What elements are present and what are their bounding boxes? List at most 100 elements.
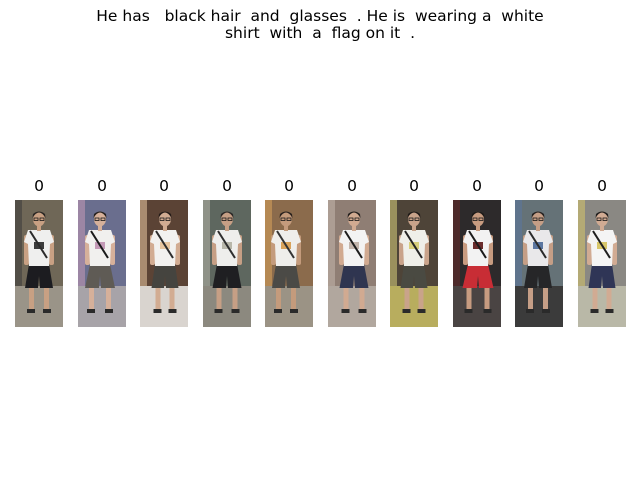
pedestrian-hair xyxy=(279,211,293,218)
glasses-right-lens xyxy=(354,217,360,221)
bag-strap xyxy=(404,230,423,259)
pedestrian-hair xyxy=(407,211,421,218)
pedestrian-hair xyxy=(158,211,172,218)
pedestrian-left-leg xyxy=(29,280,34,310)
photo-side-detail xyxy=(15,200,22,286)
pedestrian-image xyxy=(578,200,626,327)
glasses-right-lens xyxy=(538,217,544,221)
pedestrian-left-shoe xyxy=(341,309,350,313)
photo-floor xyxy=(515,286,563,327)
pedestrian-head xyxy=(532,211,544,227)
pedestrian-left-leg xyxy=(592,280,598,310)
pedestrian-neck xyxy=(284,225,288,231)
pedestrian-right-shoe xyxy=(290,309,298,313)
pedestrian-left-shoe xyxy=(402,309,411,313)
pedestrian-right-shoe xyxy=(542,309,550,313)
pedestrian-right-shoe xyxy=(605,309,614,313)
pedestrian-right-shoe xyxy=(43,309,51,313)
result-score-label: 0 xyxy=(472,177,482,195)
bag-strap xyxy=(90,230,109,259)
photo-side-detail xyxy=(203,200,210,286)
pedestrian-shorts xyxy=(462,264,494,288)
glasses-left-lens xyxy=(94,217,100,221)
pedestrian-shorts xyxy=(25,264,53,288)
pedestrian-left-leg xyxy=(404,280,410,310)
pedestrian-neck xyxy=(476,225,480,231)
pedestrian-image xyxy=(515,200,563,327)
pedestrian-neck xyxy=(352,225,356,231)
pedestrian-left-shoe xyxy=(153,309,162,313)
photo-floor xyxy=(578,286,626,327)
photo-floor xyxy=(140,286,188,327)
bag-strap xyxy=(528,230,547,259)
glasses-right-lens xyxy=(165,217,171,221)
pedestrian-neck xyxy=(600,225,604,231)
pedestrian-left-leg xyxy=(343,280,349,310)
pedestrian-right-leg xyxy=(359,280,365,310)
result-score-label: 0 xyxy=(347,177,357,195)
pedestrian-left-shoe xyxy=(87,309,95,313)
pedestrian-image xyxy=(203,200,251,327)
photo-floor xyxy=(328,286,376,327)
pedestrian-right-shoe xyxy=(483,309,492,313)
pedestrian-right-leg xyxy=(169,280,175,310)
bag-strap xyxy=(344,230,363,259)
pedestrian-head xyxy=(280,211,292,227)
pedestrian-hair xyxy=(32,211,46,218)
pedestrian-image xyxy=(390,200,438,327)
query-line-1: He has black hair and glasses . He is we… xyxy=(96,7,544,25)
pedestrian-left-leg xyxy=(276,280,281,310)
glasses-right-lens xyxy=(414,217,420,221)
pedestrian-left-leg xyxy=(155,280,161,310)
pedestrian-left-leg xyxy=(216,280,222,310)
pedestrian-right-shoe xyxy=(231,309,240,313)
pedestrian-hair xyxy=(531,211,545,218)
pedestrian-image xyxy=(328,200,376,327)
pedestrian-right-shoe xyxy=(168,309,177,313)
result-score-label: 0 xyxy=(534,177,544,195)
pedestrian-shorts xyxy=(339,264,369,288)
pedestrian-neck xyxy=(98,225,102,231)
glasses-left-lens xyxy=(221,217,227,221)
pedestrian-left-leg xyxy=(89,280,94,310)
pedestrian-shorts xyxy=(272,264,300,288)
glasses-right-lens xyxy=(227,217,233,221)
pedestrian-right-leg xyxy=(232,280,238,310)
pedestrian-image xyxy=(140,200,188,327)
pedestrian-neck xyxy=(536,225,540,231)
pedestrian-shorts xyxy=(524,264,552,288)
pedestrian-neck xyxy=(37,225,41,231)
glasses-left-lens xyxy=(348,217,354,221)
pedestrian-right-leg xyxy=(44,280,49,310)
pedestrian-shorts xyxy=(151,264,179,288)
pedestrian-image xyxy=(15,200,63,327)
pedestrian-image xyxy=(453,200,501,327)
pedestrian-right-leg xyxy=(291,280,296,310)
photo-floor xyxy=(15,286,63,327)
pedestrian-neck xyxy=(412,225,416,231)
result-score-label: 0 xyxy=(597,177,607,195)
bag-strap xyxy=(468,230,487,259)
glasses-left-lens xyxy=(596,217,602,221)
glasses-left-lens xyxy=(408,217,414,221)
pedestrian-left-shoe xyxy=(274,309,282,313)
pedestrian-left-leg xyxy=(466,280,472,310)
pedestrian-right-shoe xyxy=(417,309,426,313)
pedestrian-head xyxy=(33,211,45,227)
result-score-label: 0 xyxy=(34,177,44,195)
pedestrian-head xyxy=(159,211,171,227)
result-score-label: 0 xyxy=(409,177,419,195)
pedestrian-head xyxy=(596,211,608,227)
photo-side-detail xyxy=(515,200,522,286)
photo-side-detail xyxy=(78,200,85,286)
pedestrian-right-leg xyxy=(106,280,111,310)
photo-floor xyxy=(265,286,313,327)
pedestrian-right-leg xyxy=(543,280,548,310)
pedestrian-right-shoe xyxy=(105,309,113,313)
pedestrian-head xyxy=(94,211,106,227)
pedestrian-head xyxy=(472,211,484,227)
pedestrian-hair xyxy=(595,211,609,218)
pedestrian-shorts xyxy=(85,264,115,288)
glasses-left-lens xyxy=(532,217,538,221)
pedestrian-right-shoe xyxy=(358,309,367,313)
